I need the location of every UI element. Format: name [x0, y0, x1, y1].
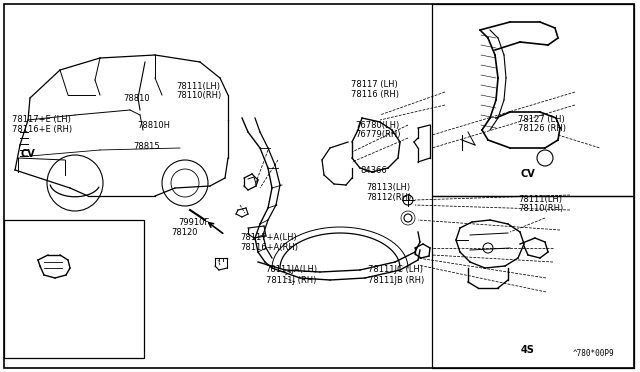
Text: 78117+A(LH): 78117+A(LH)	[240, 233, 297, 242]
Text: 78116 (RH): 78116 (RH)	[351, 90, 399, 99]
Text: 78127 (LH): 78127 (LH)	[518, 115, 565, 124]
Text: 78111JC (LH): 78111JC (LH)	[368, 265, 423, 274]
Text: 84366: 84366	[360, 166, 387, 175]
Text: 76780(LH): 76780(LH)	[355, 121, 399, 130]
Text: CV: CV	[520, 169, 535, 179]
Text: 4S: 4S	[520, 345, 534, 355]
Bar	[432, 196, 634, 368]
Text: 78112(RH): 78112(RH)	[367, 193, 412, 202]
Text: 78111JA(LH): 78111JA(LH)	[266, 265, 317, 274]
Text: 78117+E (LH): 78117+E (LH)	[12, 115, 70, 124]
Text: 78111J (RH): 78111J (RH)	[266, 276, 316, 285]
Text: 78116+A(RH): 78116+A(RH)	[240, 243, 298, 252]
Text: ^780*00P9: ^780*00P9	[572, 349, 614, 358]
Text: 78111JB (RH): 78111JB (RH)	[368, 276, 424, 285]
Text: 78116+E (RH): 78116+E (RH)	[12, 125, 72, 134]
Text: 78810: 78810	[124, 94, 150, 103]
Text: 78110(RH): 78110(RH)	[176, 92, 221, 100]
Text: 79910F: 79910F	[178, 218, 209, 227]
Text: 78111(LH): 78111(LH)	[518, 195, 563, 203]
Text: CV: CV	[20, 150, 35, 159]
Text: 78113(LH): 78113(LH)	[367, 183, 411, 192]
Text: 78815: 78815	[133, 142, 160, 151]
Text: 78126 (RH): 78126 (RH)	[518, 124, 566, 133]
Text: 78117 (LH): 78117 (LH)	[351, 80, 397, 89]
Text: 78120: 78120	[172, 228, 198, 237]
Text: 78810H: 78810H	[138, 121, 171, 130]
Text: 78111(LH): 78111(LH)	[176, 82, 220, 91]
Bar	[432, 4, 634, 196]
Bar	[4, 220, 144, 358]
Text: 78110(RH): 78110(RH)	[518, 204, 564, 213]
Text: 76779(RH): 76779(RH)	[355, 130, 401, 139]
